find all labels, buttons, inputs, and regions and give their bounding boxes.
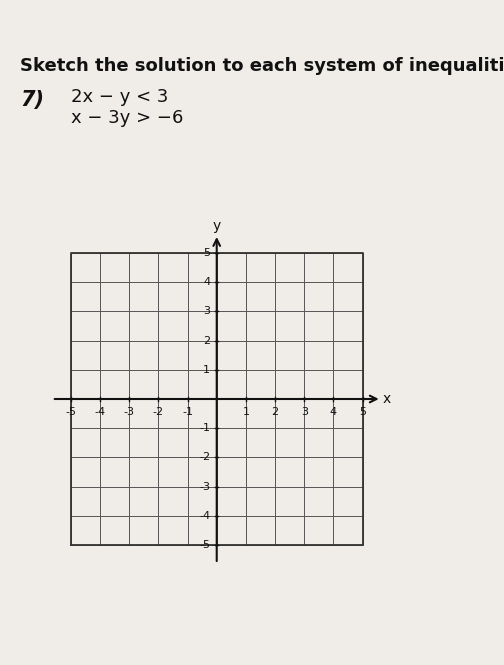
Text: y: y: [213, 219, 221, 233]
Text: 1: 1: [242, 407, 249, 417]
Text: -2: -2: [199, 452, 210, 462]
Text: -1: -1: [182, 407, 193, 417]
Text: 5: 5: [203, 248, 210, 258]
Text: 2: 2: [272, 407, 279, 417]
Text: -5: -5: [66, 407, 76, 417]
Text: -4: -4: [199, 511, 210, 521]
Text: x − 3y > −6: x − 3y > −6: [71, 109, 183, 127]
Text: -5: -5: [199, 540, 210, 550]
Text: -3: -3: [199, 481, 210, 491]
Text: 2x − y < 3: 2x − y < 3: [71, 88, 168, 106]
Text: 2: 2: [203, 336, 210, 346]
Text: 7): 7): [20, 90, 44, 110]
Text: 5: 5: [359, 407, 366, 417]
Text: -4: -4: [94, 407, 105, 417]
Text: 3: 3: [203, 307, 210, 317]
Text: x: x: [383, 392, 391, 406]
Text: 3: 3: [301, 407, 308, 417]
Text: 4: 4: [203, 277, 210, 287]
Text: 4: 4: [330, 407, 337, 417]
Text: 1: 1: [203, 365, 210, 375]
Text: -1: -1: [199, 423, 210, 433]
Text: -2: -2: [153, 407, 164, 417]
Text: -3: -3: [123, 407, 135, 417]
Text: Sketch the solution to each system of inequalities.: Sketch the solution to each system of in…: [20, 57, 504, 74]
